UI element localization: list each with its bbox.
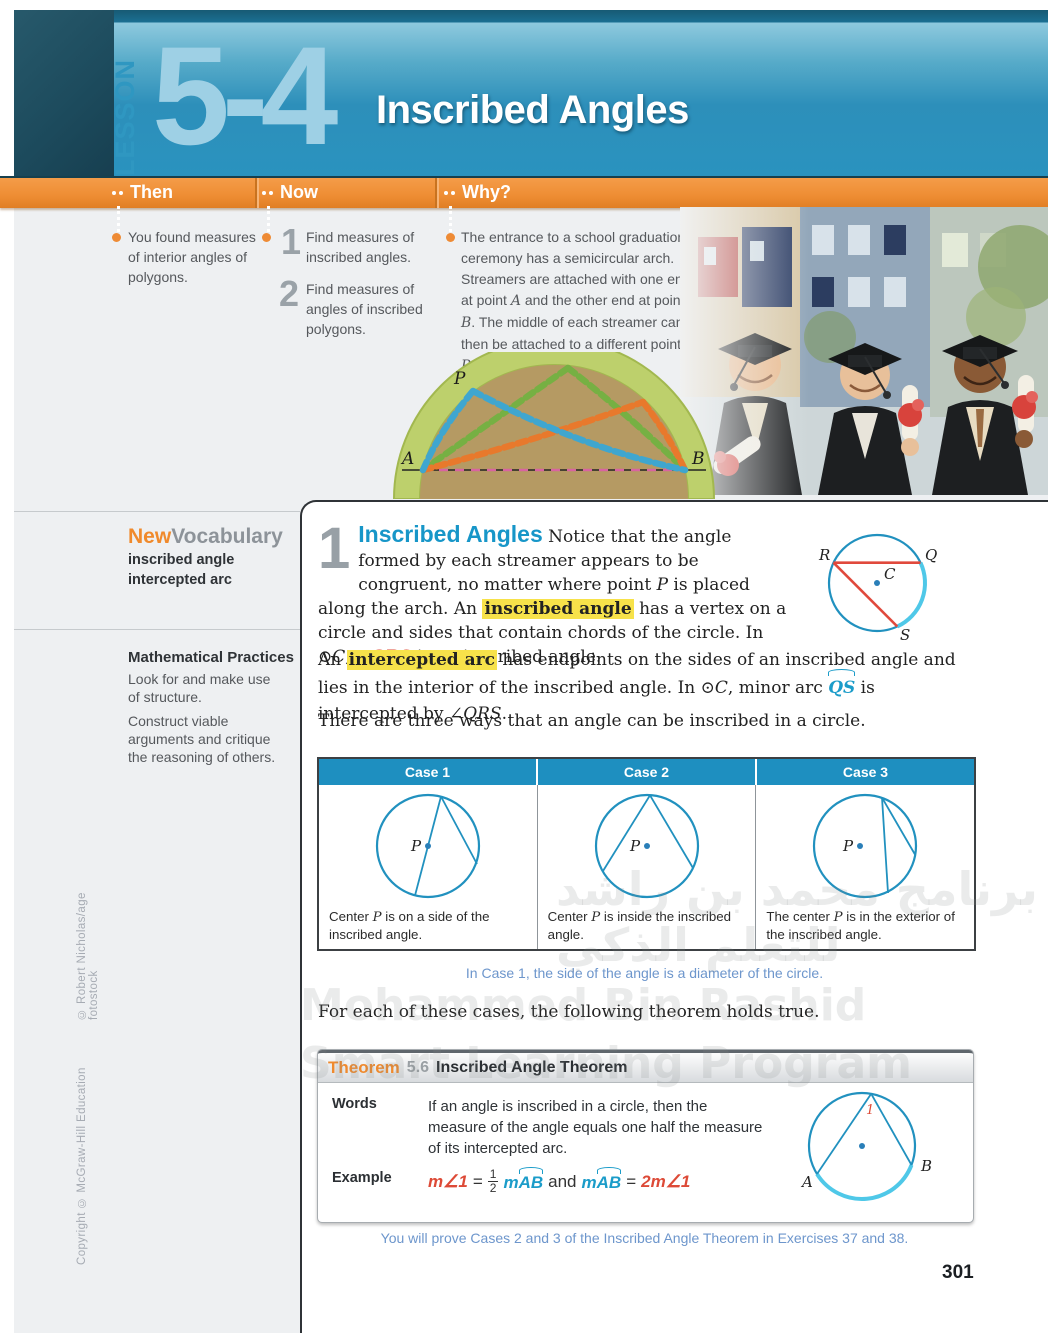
section-heading: Inscribed Angles [358, 521, 543, 547]
dotted-line [117, 206, 120, 232]
theorem-diagram: 1 A B [800, 1091, 932, 1202]
point-r: R [818, 546, 830, 564]
math-practices-title: Mathematical Practices [128, 649, 294, 666]
theorem-label: Theorem [328, 1057, 400, 1077]
vocab-highlight: intercepted arc [346, 650, 497, 670]
now-label: Now [262, 182, 318, 203]
point-c: C [884, 565, 896, 583]
photo-credit: © Robert Nicholas/age fotostock [76, 892, 100, 1020]
theorem-box: Theorem 5.6 Inscribed Angle Theorem Word… [317, 1049, 974, 1223]
case-3-caption: The center P is in the exterior of the i… [766, 909, 955, 942]
case-1-cell: P Center P is on a side of the inscribed… [319, 785, 538, 949]
math-practices-item: Construct viable arguments and critique … [128, 713, 276, 765]
cases-table-header: Case 1 Case 2 Case 3 [319, 759, 974, 785]
arch-point-p: P [453, 369, 466, 389]
case-2-caption: Center P is inside the inscribed angle. [547, 909, 732, 942]
sidebar-divider [14, 511, 300, 512]
section-intro: 1 Inscribed Angles Notice that the angle… [318, 516, 787, 667]
sidebar-divider [14, 629, 300, 630]
arc-ab: mAB [581, 1166, 622, 1192]
intercepted-arc-paragraph: An intercepted arc has endpoints on the … [318, 650, 956, 724]
point-a: A [800, 1173, 813, 1191]
then-label: Then [112, 182, 173, 203]
then-now-why-bar: Then Now Why? [0, 176, 1048, 208]
theorem-lead-paragraph: For each of these cases, the following t… [318, 1002, 820, 1022]
now-item-1-text: Find measures of inscribed angles. [306, 229, 415, 265]
case-1-p-label: P [410, 837, 422, 855]
exercise-note: You will prove Cases 2 and 3 of the Insc… [380, 1230, 909, 1246]
case-2-p-label: P [629, 837, 641, 855]
theorem-words: If an angle is inscribed in a circle, th… [428, 1098, 763, 1157]
case-1-header: Case 1 [319, 759, 536, 785]
case-1-note: In Case 1, the side of the angle is a di… [465, 965, 824, 981]
case-3-cell: P The center P is in the exterior of the… [756, 785, 974, 949]
math-practices-item: Look for and make use of structure. [128, 671, 271, 705]
theorem-header: Theorem 5.6 Inscribed Angle Theorem [318, 1050, 973, 1083]
dots-icon [262, 190, 273, 195]
cases-table-body: P Center P is on a side of the inscribed… [319, 785, 974, 949]
dots-icon [112, 190, 123, 195]
vocab-item: intercepted arc [128, 572, 232, 588]
bar-divider [435, 178, 437, 208]
circle-c-diagram: R Q C S [818, 533, 937, 644]
new-vocabulary-title: NewVocabulary [128, 525, 283, 548]
example-label: Example [332, 1170, 392, 1186]
now-item-2-text: Find measures of angles of inscribed pol… [306, 281, 423, 337]
case-2-cell: P Center P is inside the inscribed angle… [538, 785, 757, 949]
then-bullet [112, 233, 121, 242]
arch-diagram: P A B [392, 352, 716, 499]
theorem-number: 5.6 [406, 1058, 430, 1076]
then-text: You found measures of interior angles of… [128, 229, 256, 285]
three-ways-paragraph: There are three ways that an angle can b… [318, 711, 866, 731]
point-b: B [920, 1157, 932, 1175]
arc-ab: mAB [503, 1166, 544, 1192]
now-item-1-number: 1 [281, 221, 302, 262]
page-title: Inscribed Angles [376, 88, 689, 132]
angle-1-label: 1 [866, 1103, 874, 1118]
dotted-line [267, 206, 270, 232]
vocab-highlight: inscribed angle [482, 599, 634, 619]
now-bullet [262, 233, 271, 242]
point-q: Q [925, 546, 937, 564]
section-number: 1 [318, 516, 351, 581]
page-number: 301 [942, 1262, 974, 1283]
dots-icon [444, 190, 455, 195]
graduation-photo [680, 207, 1048, 495]
words-label: Words [332, 1096, 377, 1112]
arc-qs: QS [828, 669, 856, 701]
lesson-header: 5-4 LESSON Inscribed Angles [14, 10, 1048, 176]
arch-point-a: A [400, 449, 414, 469]
cases-table: Case 1 Case 2 Case 3 P Center P is on a … [317, 757, 976, 951]
case-3-diagram: P [813, 793, 918, 899]
header-dark-block [14, 10, 114, 176]
bar-divider [255, 178, 257, 208]
point-s: S [900, 626, 910, 644]
case-3-header: Case 3 [757, 759, 974, 785]
lesson-label: LESSON [110, 58, 140, 176]
dotted-line [449, 206, 452, 232]
case-1-diagram: P [375, 793, 480, 899]
copyright-text: Copyright © McGraw-Hill Education [76, 1067, 88, 1265]
arch-point-b: B [691, 449, 705, 469]
vocabulary-list: inscribed angle intercepted arc [128, 550, 234, 590]
case-2-header: Case 2 [538, 759, 755, 785]
case-1-caption: Center P is on a side of the inscribed a… [329, 909, 490, 942]
case-2-diagram: P [594, 793, 699, 899]
now-item-2-number: 2 [279, 273, 300, 314]
why-text: The entrance to a school graduation cere… [461, 229, 691, 374]
why-bullet [446, 233, 455, 242]
why-label: Why? [444, 182, 511, 203]
lesson-number: 5-4 [152, 17, 338, 174]
theorem-title: Inscribed Angle Theorem [436, 1058, 628, 1076]
case-3-p-label: P [842, 837, 854, 855]
vocab-item: inscribed angle [128, 552, 235, 568]
